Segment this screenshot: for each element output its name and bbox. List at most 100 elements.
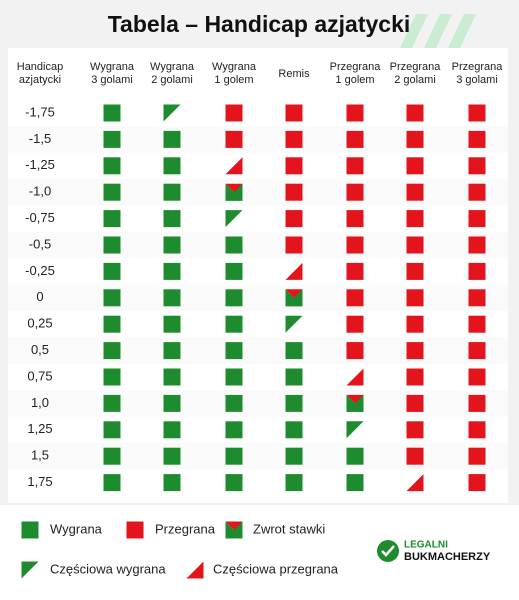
row-label: -0,5 xyxy=(29,236,51,251)
cell-icon xyxy=(285,236,303,254)
cell-icon xyxy=(468,394,486,412)
cell-icon xyxy=(468,236,486,254)
cell-icon xyxy=(103,262,121,280)
cell-icon xyxy=(225,394,243,412)
cell-icon xyxy=(406,394,424,412)
cell-icon xyxy=(163,104,181,122)
cell-icon xyxy=(225,262,243,280)
cell-icon xyxy=(163,210,181,228)
cell-icon xyxy=(225,210,243,228)
cell-icon xyxy=(285,104,303,122)
cell-icon xyxy=(225,289,243,307)
cell-icon xyxy=(406,183,424,201)
cell-icon xyxy=(103,183,121,201)
logo-line: BUKMACHERZY xyxy=(404,551,491,563)
legend-label: Zwrot stawki xyxy=(253,521,325,536)
column-header: Przegrana xyxy=(330,61,382,73)
cell-icon xyxy=(285,315,303,333)
cell-icon xyxy=(285,421,303,439)
cell-icon xyxy=(468,447,486,465)
cell-icon xyxy=(163,368,181,386)
cell-icon xyxy=(225,342,243,360)
logo-line: LEGALNI xyxy=(404,540,448,551)
legend-label: Częściowa przegrana xyxy=(213,561,339,576)
cell-icon xyxy=(163,289,181,307)
logo-icon xyxy=(377,540,399,562)
cell-icon xyxy=(225,104,243,122)
cell-icon xyxy=(103,368,121,386)
cell-icon xyxy=(406,289,424,307)
cell-icon xyxy=(285,474,303,492)
row-label: 1,0 xyxy=(31,395,49,410)
row-label: -0,75 xyxy=(25,210,55,225)
legend-label: Częściowa wygrana xyxy=(50,561,166,576)
cell-icon xyxy=(346,157,364,175)
row-label: 0,75 xyxy=(27,368,52,383)
row-label: 0,25 xyxy=(27,316,52,331)
cell-icon xyxy=(346,421,364,439)
cell-icon xyxy=(468,368,486,386)
cell-icon xyxy=(406,262,424,280)
cell-icon xyxy=(468,210,486,228)
column-header: Wygrana xyxy=(150,61,195,73)
legend-label: Przegrana xyxy=(155,521,216,536)
legend-area xyxy=(0,505,519,600)
cell-icon xyxy=(225,447,243,465)
decoration xyxy=(400,14,476,48)
column-header: 1 golem xyxy=(335,74,374,86)
row-label: 1,5 xyxy=(31,448,49,463)
cell-icon xyxy=(468,104,486,122)
cell-icon xyxy=(103,289,121,307)
cell-icon xyxy=(285,289,303,307)
cell-icon xyxy=(163,236,181,254)
row-stripe xyxy=(8,337,508,364)
cell-icon xyxy=(285,130,303,148)
cell-icon xyxy=(163,157,181,175)
legend-label: Wygrana xyxy=(50,521,103,536)
cell-icon xyxy=(225,521,243,539)
cell-icon xyxy=(468,421,486,439)
column-header: 2 golami xyxy=(394,74,436,86)
cell-icon xyxy=(103,421,121,439)
cell-icon xyxy=(346,210,364,228)
cell-icon xyxy=(103,394,121,412)
cell-icon xyxy=(406,210,424,228)
cell-icon xyxy=(21,561,39,579)
cell-icon xyxy=(163,130,181,148)
cell-icon xyxy=(225,474,243,492)
cell-icon xyxy=(103,315,121,333)
column-header: 2 golami xyxy=(151,74,193,86)
cell-icon xyxy=(225,368,243,386)
cell-icon xyxy=(346,315,364,333)
row-stripe xyxy=(8,284,508,311)
cell-icon xyxy=(163,394,181,412)
cell-icon xyxy=(406,157,424,175)
column-header: 3 golami xyxy=(91,74,133,86)
cell-icon xyxy=(103,342,121,360)
cell-icon xyxy=(103,474,121,492)
column-header: Przegrana xyxy=(452,61,504,73)
cell-icon xyxy=(468,130,486,148)
row-label: -1,75 xyxy=(25,104,55,119)
cell-icon xyxy=(406,130,424,148)
cell-icon xyxy=(285,368,303,386)
cell-icon xyxy=(346,474,364,492)
row-label: -0,25 xyxy=(25,263,55,278)
cell-icon xyxy=(225,315,243,333)
cell-icon xyxy=(346,368,364,386)
cell-icon xyxy=(103,236,121,254)
row-stripe xyxy=(8,231,508,259)
row-label: 0,5 xyxy=(31,342,49,357)
cell-icon xyxy=(285,447,303,465)
cell-icon xyxy=(163,315,181,333)
cell-icon xyxy=(346,447,364,465)
cell-icon xyxy=(406,421,424,439)
table-card xyxy=(8,48,508,503)
cell-icon xyxy=(225,183,243,201)
cell-icon xyxy=(406,474,424,492)
cell-icon xyxy=(225,421,243,439)
cell-icon xyxy=(346,183,364,201)
row-stripe xyxy=(8,126,508,153)
cell-icon xyxy=(103,104,121,122)
